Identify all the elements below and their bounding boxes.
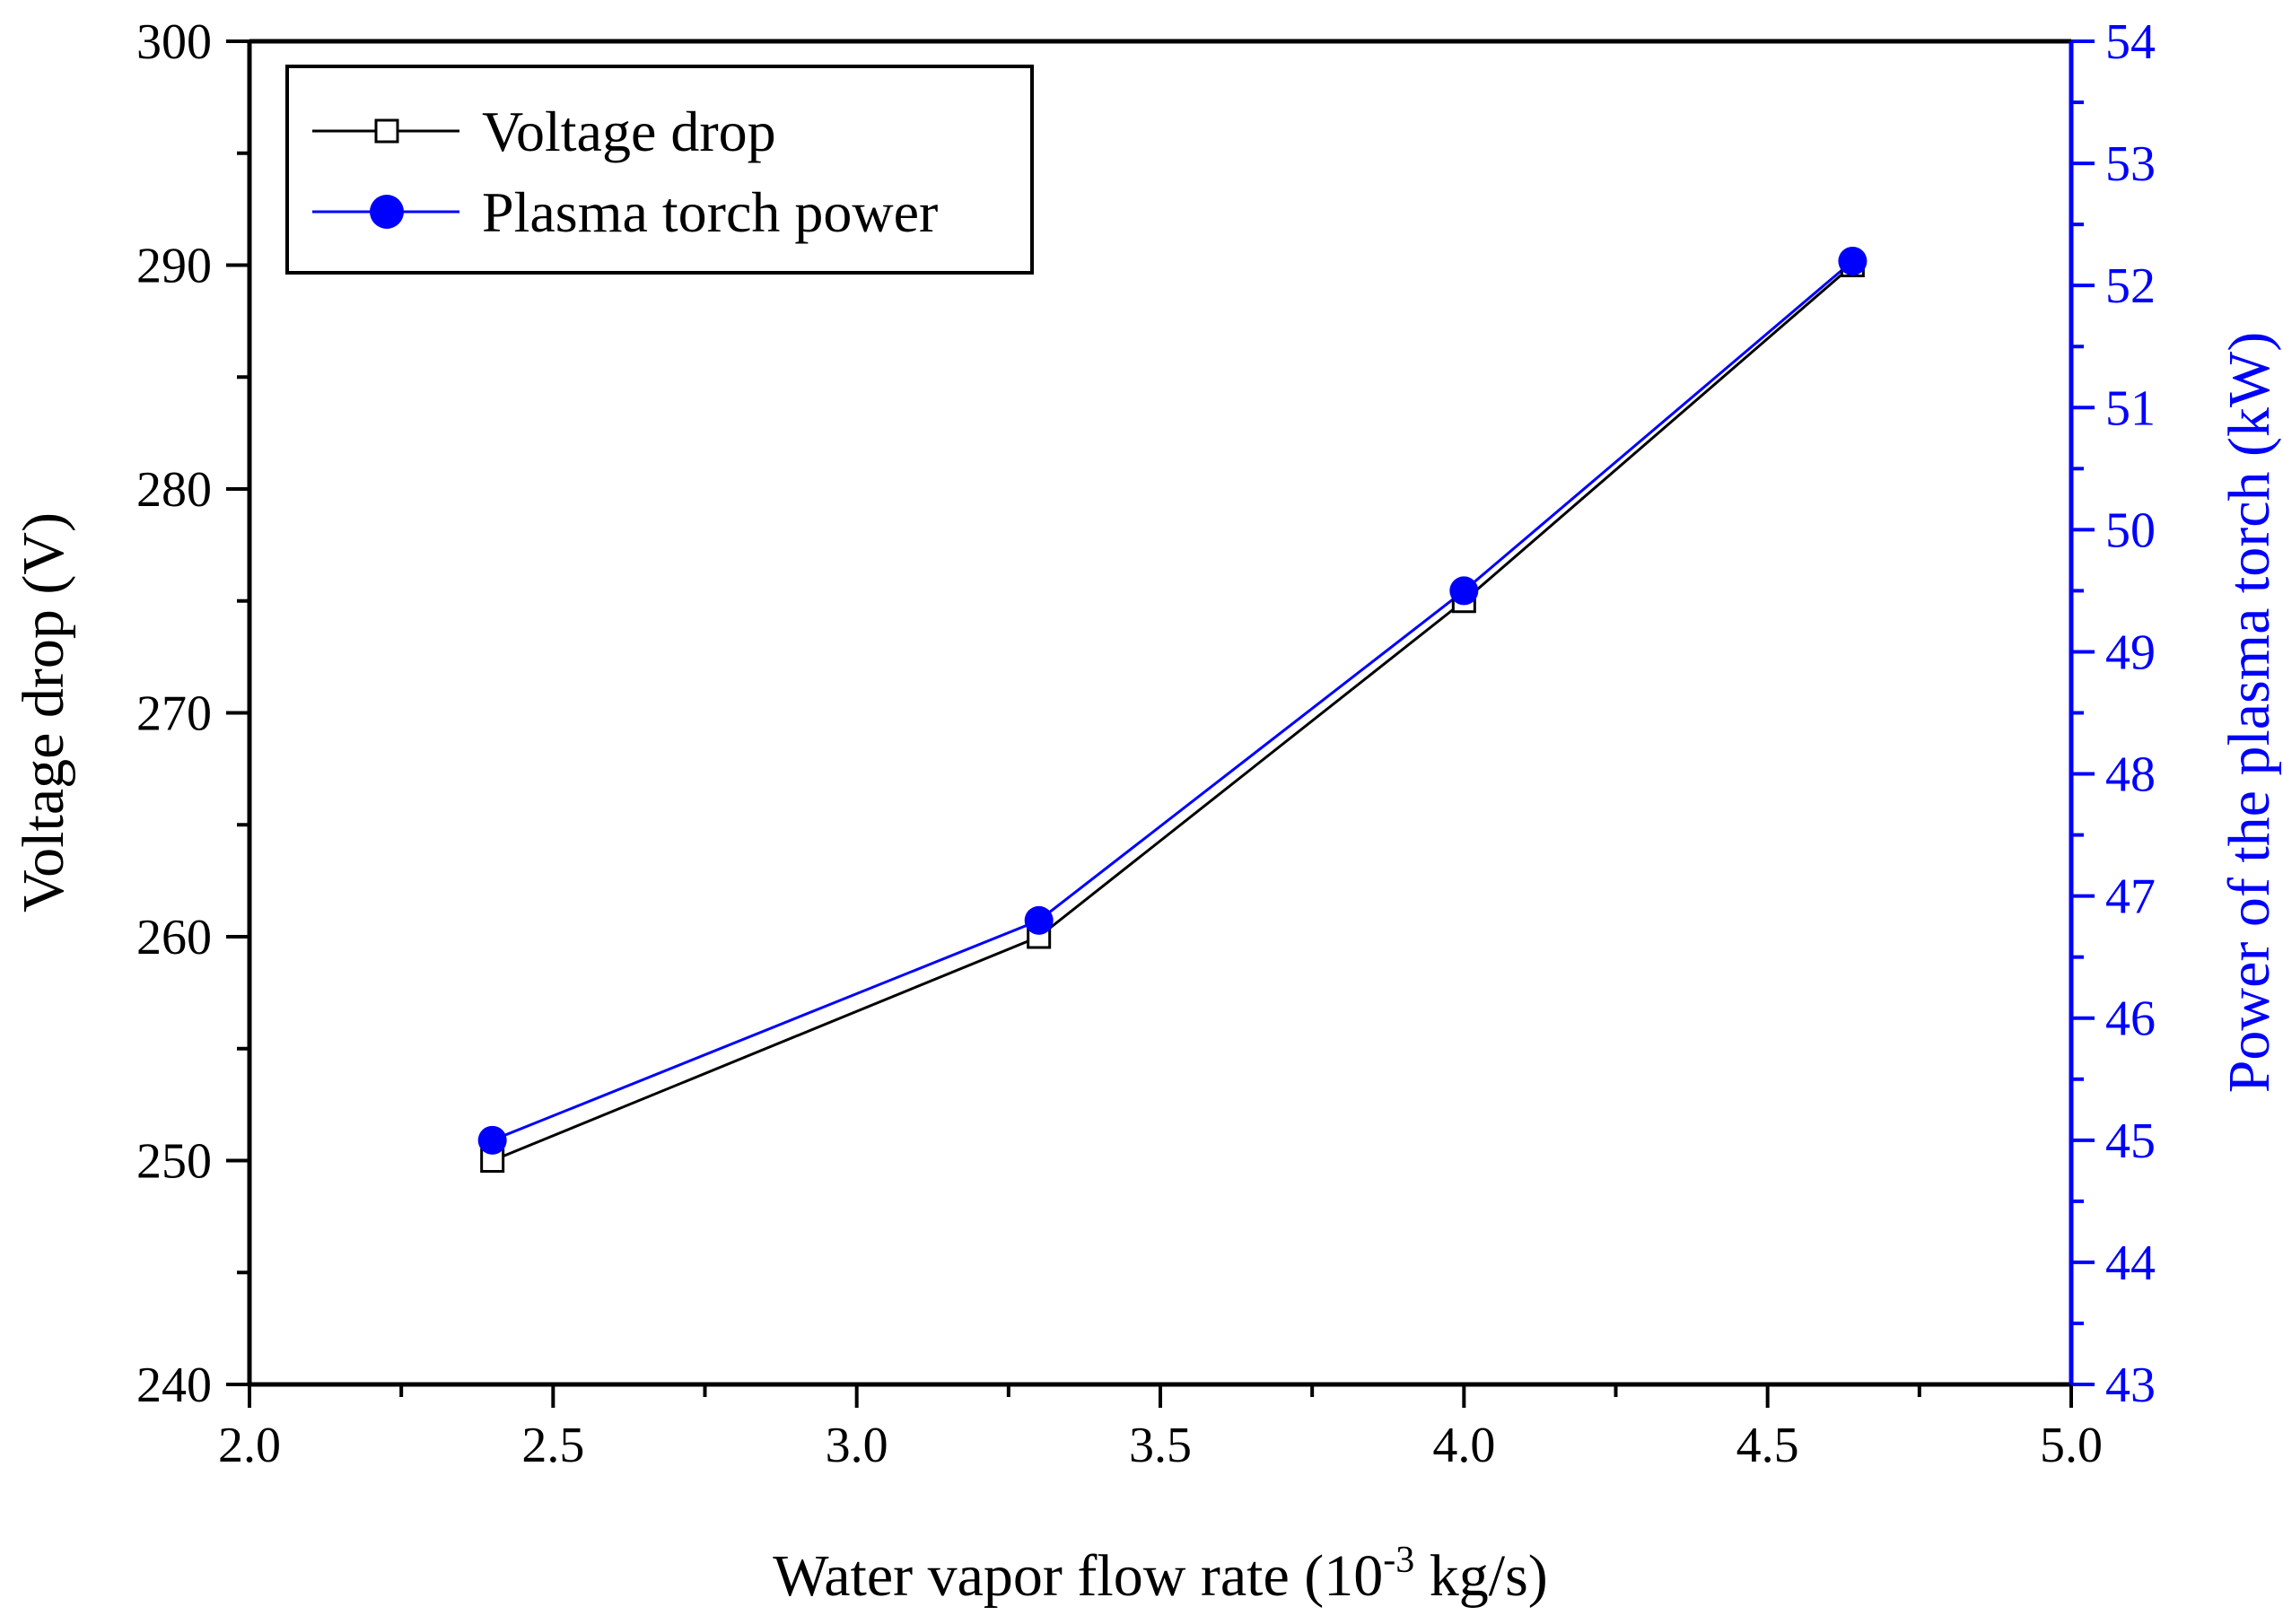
x-axis-title-superscript: -3 <box>1383 1540 1414 1581</box>
x-tick-label: 2.5 <box>521 1418 584 1473</box>
legend-label-voltage: Voltage drop <box>482 100 776 163</box>
y-axis-title-left: Voltage drop (V) <box>11 512 76 912</box>
x-tick-label: 5.0 <box>2040 1418 2103 1473</box>
x-axis-title: Water vapor flow rate (10-3 kg/s) <box>773 1540 1548 1609</box>
tick-labels: 2.0 2.5 3.0 3.5 4.0 4.5 5.0 240 250 260 270 280 290 3… <box>136 14 2156 1473</box>
x-axis-title-prefix: Water vapor flow rate (10 <box>773 1543 1383 1609</box>
series-line-voltage <box>492 264 1854 1162</box>
x-tick-label: 3.5 <box>1129 1418 1192 1473</box>
legend-marker-power <box>370 195 404 229</box>
y-left-tick-label: 280 <box>136 462 212 518</box>
y-right-tick-label: 47 <box>2105 869 2156 925</box>
y-right-tick-label: 52 <box>2105 258 2156 314</box>
x-tick-label: 2.0 <box>218 1418 281 1473</box>
x-axis-title-suffix: kg/s) <box>1414 1543 1548 1609</box>
y-right-tick-label: 50 <box>2105 502 2156 558</box>
y-right-tick-label: 51 <box>2105 380 2156 436</box>
y-axis-title-right: Power of the plasma torch (kW) <box>2217 332 2282 1094</box>
y-right-tick-label: 53 <box>2105 136 2156 192</box>
y-left-tick-label: 260 <box>136 910 212 965</box>
y-left-tick-label: 250 <box>136 1134 212 1190</box>
data-point-power <box>477 1125 507 1155</box>
y-left-tick-label: 290 <box>136 239 212 294</box>
y-left-tick-label: 240 <box>136 1358 212 1413</box>
data-point-power <box>1449 576 1479 606</box>
y-right-tick-label: 48 <box>2105 747 2156 803</box>
y-left-tick-label: 300 <box>136 14 212 70</box>
y-right-tick-label: 44 <box>2105 1235 2156 1291</box>
y-right-tick-label: 43 <box>2105 1358 2156 1413</box>
series-lines <box>492 259 1854 1162</box>
data-point-voltage <box>480 1148 505 1173</box>
x-tick-label: 3.0 <box>826 1418 888 1473</box>
y-left-tick-label: 270 <box>136 686 212 742</box>
legend: Voltage drop Plasma torch power <box>285 65 1034 275</box>
series-line-power <box>492 259 1854 1142</box>
y-right-tick-label: 46 <box>2105 991 2156 1047</box>
y-right-tick-label: 49 <box>2105 624 2156 680</box>
axis-ticks <box>226 39 2095 1408</box>
legend-marker-voltage <box>374 118 399 144</box>
legend-box <box>285 65 1034 275</box>
data-point-power <box>1838 246 1868 275</box>
legend-label-power: Plasma torch power <box>482 180 938 244</box>
series-markers <box>477 246 1868 1173</box>
y-right-tick-label: 54 <box>2105 14 2156 70</box>
x-tick-label: 4.0 <box>1432 1418 1495 1473</box>
y-right-tick-label: 45 <box>2105 1113 2156 1169</box>
x-tick-label: 4.5 <box>1736 1418 1799 1473</box>
data-point-power <box>1024 905 1054 935</box>
